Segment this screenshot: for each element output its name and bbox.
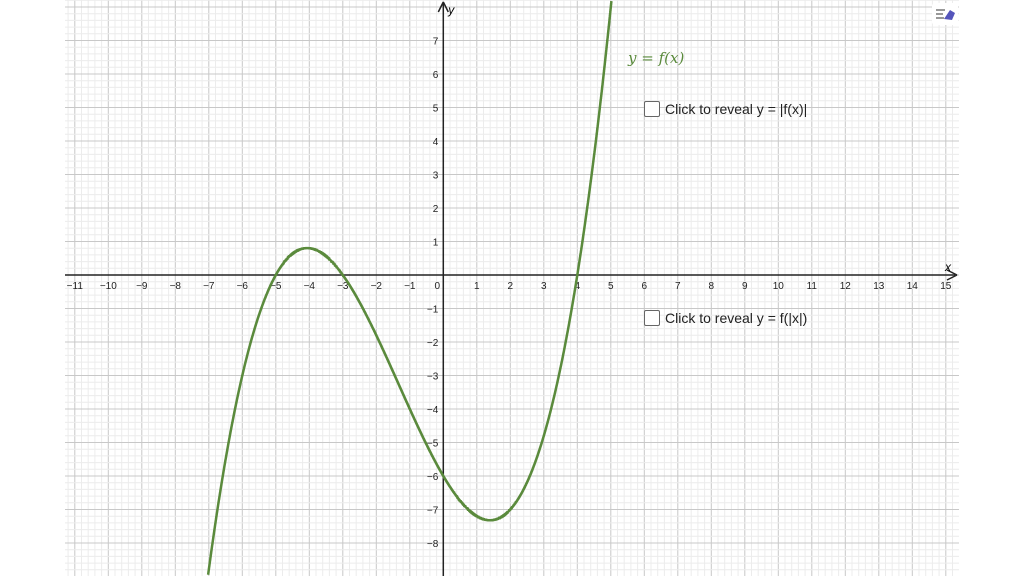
y-tick-label: 3 [433, 171, 439, 182]
y-tick-label: −7 [427, 506, 439, 517]
x-tick-label: −2 [371, 281, 383, 292]
y-tick-label: 4 [433, 137, 439, 148]
y-tick-label: 7 [433, 37, 439, 48]
x-tick-label: 1 [474, 281, 480, 292]
x-tick-label: 8 [709, 281, 715, 292]
x-tick-label: −9 [136, 281, 148, 292]
y-tick-label: −4 [427, 405, 439, 416]
x-tick-label: 2 [508, 281, 514, 292]
x-tick-label: 3 [541, 281, 547, 292]
y-tick-label: −5 [427, 439, 439, 450]
x-tick-label: 15 [940, 281, 952, 292]
x-axis-label: x [944, 260, 952, 274]
checkbox-box[interactable] [644, 101, 660, 117]
x-tick-label: 10 [773, 281, 785, 292]
y-tick-label: −3 [427, 372, 439, 383]
x-tick-label: 13 [873, 281, 885, 292]
function-curve [206, 0, 613, 576]
style-bar-icon [936, 9, 955, 20]
y-tick-label: 5 [433, 104, 439, 115]
y-axis-arrow [437, 1, 449, 13]
y-tick-label: −8 [427, 539, 439, 550]
x-tick-label: −5 [270, 281, 282, 292]
x-tick-label: 9 [742, 281, 748, 292]
checkbox-label: Click to reveal y = f(|x|) [665, 310, 808, 326]
x-tick-label: 4 [575, 281, 581, 292]
x-tick-label: −6 [237, 281, 249, 292]
x-tick-label: −3 [337, 281, 349, 292]
x-tick-label: −10 [100, 281, 117, 292]
x-tick-label: −1 [404, 281, 416, 292]
checkbox-label: Click to reveal y = |f(x)| [665, 101, 808, 117]
x-tick-label: 6 [642, 281, 648, 292]
checkbox-abs-f[interactable]: Click to reveal y = |f(x)| [644, 101, 807, 117]
x-tick-label: −11 [67, 281, 84, 292]
y-tick-label: 6 [433, 70, 439, 81]
x-tick-label: 0 [435, 281, 441, 292]
grid [65, 0, 959, 576]
y-tick-label: −6 [427, 472, 439, 483]
x-tick-label: 11 [807, 281, 818, 292]
function-label: y = f(x) [627, 49, 684, 67]
y-axis-label: y [447, 3, 455, 17]
checkbox-f-abs-x[interactable]: Click to reveal y = f(|x|) [644, 310, 807, 326]
y-tick-label: 2 [433, 204, 439, 215]
x-tick-label: 12 [840, 281, 852, 292]
x-axis-arrow [946, 269, 958, 281]
checkbox-box[interactable] [644, 310, 660, 326]
x-tick-label: −4 [304, 281, 316, 292]
x-tick-label: −7 [203, 281, 215, 292]
x-tick-label: 14 [907, 281, 919, 292]
x-tick-label: −8 [170, 281, 182, 292]
y-tick-label: −2 [427, 338, 439, 349]
x-tick-label: 5 [608, 281, 614, 292]
y-tick-label: −1 [427, 305, 439, 316]
y-tick-label: 1 [433, 238, 439, 249]
style-bar-button[interactable] [932, 3, 958, 25]
x-tick-label: 7 [675, 281, 681, 292]
